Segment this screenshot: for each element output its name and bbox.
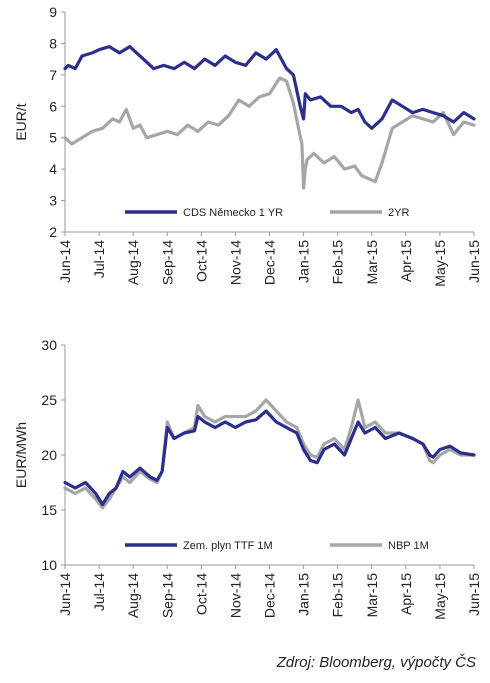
y-tick-label: 4 xyxy=(49,161,57,177)
y-tick-label: 6 xyxy=(49,98,57,114)
x-tick-label: Nov-14 xyxy=(227,573,243,618)
x-tick-label: Feb-15 xyxy=(330,240,346,285)
series-line-1 xyxy=(63,409,476,507)
x-tick-label: Aug-14 xyxy=(125,240,141,285)
y-tick-label: 5 xyxy=(49,130,57,146)
y-tick-label: 20 xyxy=(41,447,57,463)
legend-label: CDS Německo 1 YR xyxy=(183,207,283,219)
series-line-2 xyxy=(63,76,476,190)
x-tick-label: Jan-15 xyxy=(296,240,312,283)
x-tick-label: Jul-14 xyxy=(91,573,107,611)
y-tick-label: 7 xyxy=(49,67,57,83)
y-tick-label: 30 xyxy=(41,337,57,353)
legend-label: 2YR xyxy=(388,207,409,219)
x-tick-label: Jul-14 xyxy=(91,240,107,278)
x-tick-label: Apr-15 xyxy=(398,240,414,282)
legend-bg xyxy=(326,537,490,553)
legend-label: Zem. plyn TTF 1M xyxy=(183,540,273,552)
x-tick-label: Nov-14 xyxy=(227,240,243,285)
x-tick-label: Oct-14 xyxy=(193,240,209,282)
chart-2: 10 15 20 25 30 Jun-14 Jul-14 Aug-14 Sep-14 Oct-14… xyxy=(13,337,490,620)
x-tick-label: Sep-14 xyxy=(159,573,175,618)
x-tick-label: Apr-15 xyxy=(398,573,414,615)
y-tick-label: 25 xyxy=(41,392,57,408)
x-tick-label: May-15 xyxy=(432,240,448,287)
y-tick-label: 8 xyxy=(49,35,57,51)
legend-bg xyxy=(326,204,490,220)
x-tick-label: Oct-14 xyxy=(193,573,209,615)
y-tick-label: 10 xyxy=(41,557,57,573)
x-tick-label: Dec-14 xyxy=(262,240,278,285)
y-tick-label: 2 xyxy=(49,224,57,240)
x-tick-label: Jun-15 xyxy=(466,240,482,283)
x-tick-label: Jun-15 xyxy=(466,573,482,616)
y-tick-label: 15 xyxy=(41,502,57,518)
y-tick-label: 3 xyxy=(49,193,57,209)
legend-label: NBP 1M xyxy=(388,540,429,552)
chart-1: 2 3 4 5 6 7 8 9 Jun-14 Jul-14 Aug-14 Sep-14 Oct-14 No… xyxy=(13,4,490,287)
x-tick-label: Dec-14 xyxy=(262,573,278,618)
x-tick-label: Jun-14 xyxy=(57,573,73,616)
legend: CDS Německo 1 YR 2YR xyxy=(121,204,490,220)
x-tick-label: Aug-14 xyxy=(125,573,141,618)
x-tick-label: Jun-14 xyxy=(57,240,73,283)
source-note: Zdroj: Bloomberg, výpočty ČS xyxy=(276,654,476,671)
series-line-1 xyxy=(63,44,476,130)
y-tick-label: 9 xyxy=(49,4,57,20)
x-tick-label: Mar-15 xyxy=(364,573,380,618)
x-tick-label: Feb-15 xyxy=(330,573,346,618)
x-tick-label: Sep-14 xyxy=(159,240,175,285)
legend-bg xyxy=(121,204,317,220)
y-axis-title: EUR/MWh xyxy=(13,422,29,488)
x-tick-label: May-15 xyxy=(432,573,448,620)
legend: Zem. plyn TTF 1M NBP 1M xyxy=(121,537,490,553)
y-axis-title: EUR/t xyxy=(13,103,29,140)
x-tick-label: Mar-15 xyxy=(364,240,380,285)
x-tick-label: Jan-15 xyxy=(296,573,312,616)
legend-bg xyxy=(121,537,317,553)
